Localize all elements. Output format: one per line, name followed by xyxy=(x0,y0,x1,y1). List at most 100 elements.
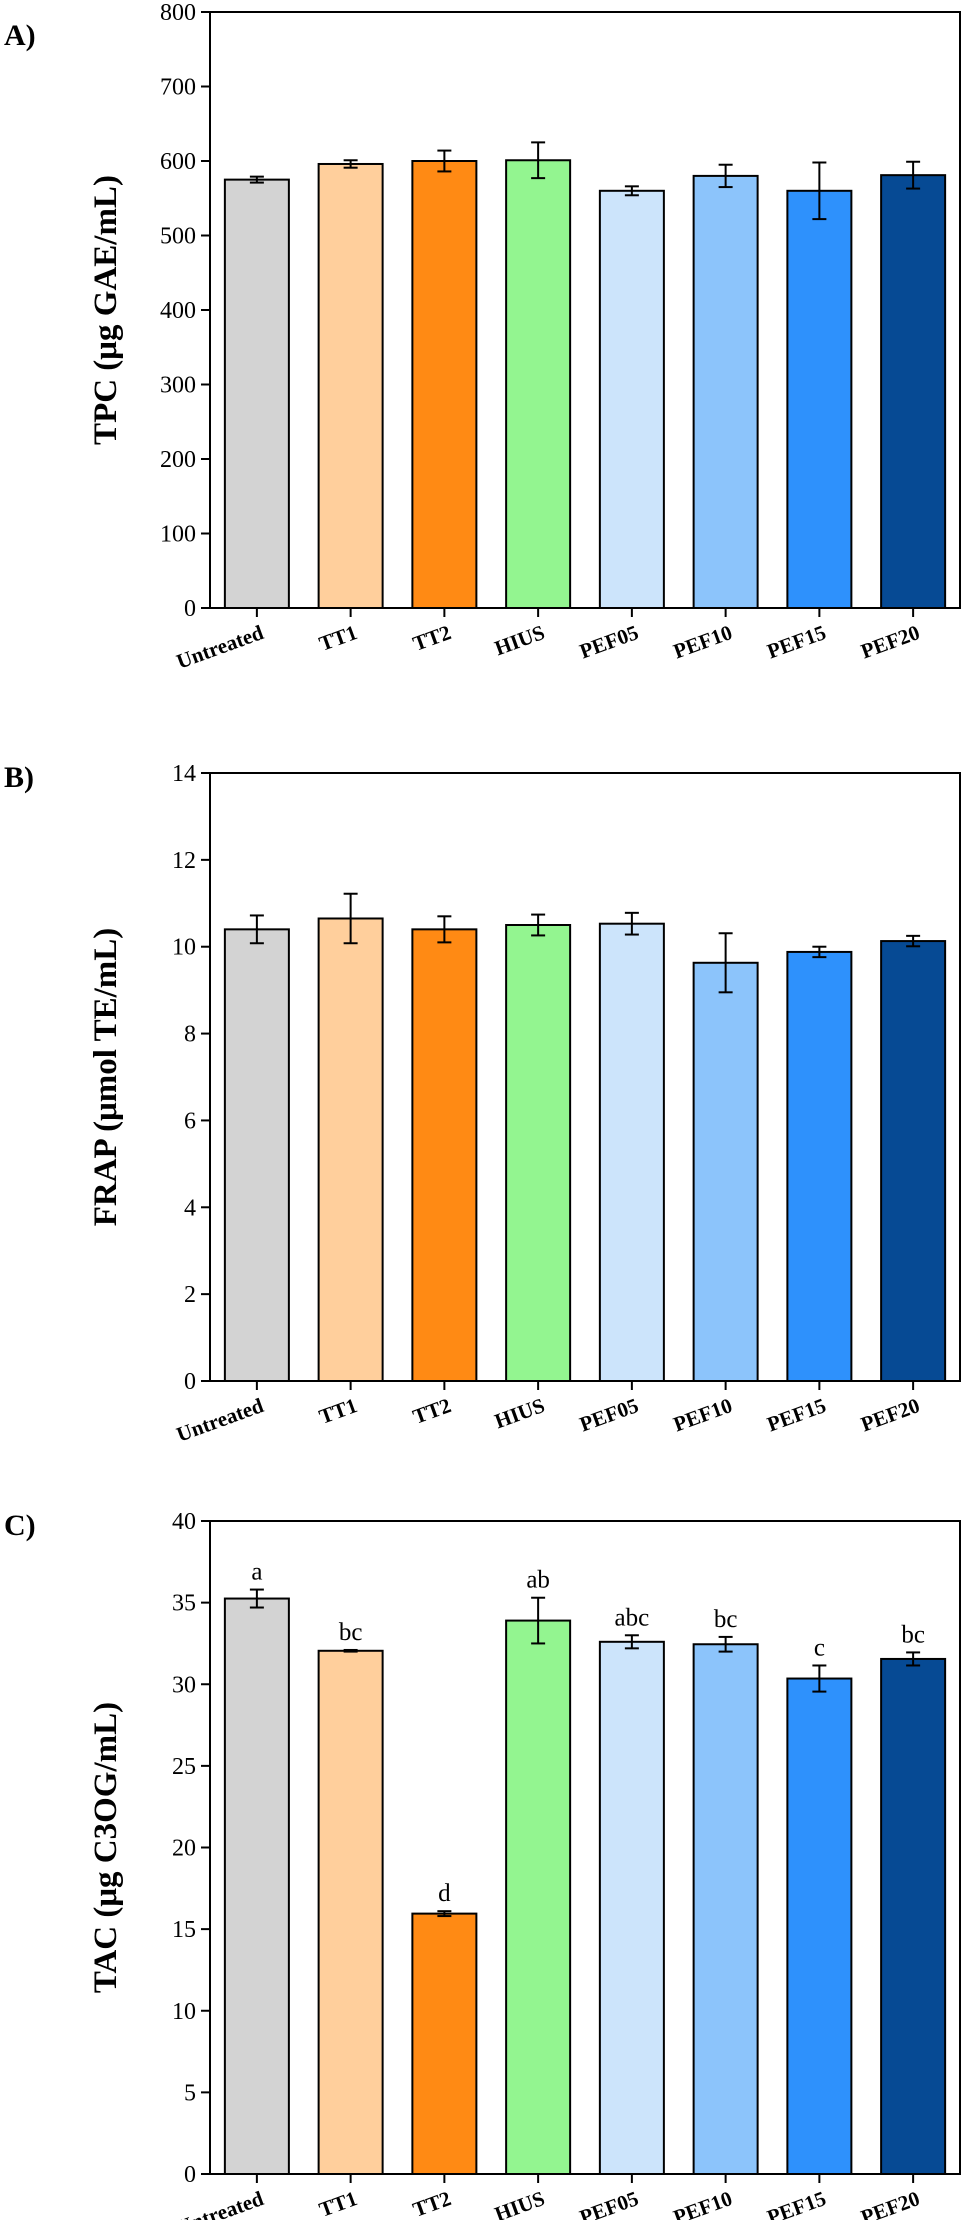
x-tick-label-tt2: TT2 xyxy=(410,1393,454,1429)
error-bar-pef10 xyxy=(718,932,733,994)
x-tick-label-tt1: TT1 xyxy=(316,2186,360,2220)
error-bar-tt2 xyxy=(437,1910,452,1918)
error-bar-pef05 xyxy=(624,1634,639,1650)
significance-label: d xyxy=(438,1880,451,1907)
y-axis-title: TAC (μg C3OG/mL) xyxy=(88,1702,124,1993)
y-tick-label: 15 xyxy=(172,1917,196,1943)
bar-pef15 xyxy=(786,189,853,610)
error-bar-tt2 xyxy=(437,915,452,944)
significance-label: c xyxy=(814,1634,825,1661)
significance-label: a xyxy=(251,1559,262,1586)
x-tick-label-untreated: Untreated xyxy=(173,1393,267,1447)
y-tick-label: 500 xyxy=(160,224,196,250)
significance-label: ab xyxy=(526,1567,550,1594)
bar-tt2 xyxy=(411,160,478,609)
bar-pef05 xyxy=(598,189,665,610)
panel-label: B) xyxy=(4,761,34,794)
x-tick-label-hius: HIUS xyxy=(491,2186,547,2220)
y-tick-label: 6 xyxy=(184,1108,196,1134)
error-bar-pef20 xyxy=(906,160,921,190)
error-bar-tt1 xyxy=(343,159,358,169)
bar-pef15 xyxy=(786,950,853,1382)
x-tick-label-tt1: TT1 xyxy=(316,1393,360,1429)
error-bar-pef10 xyxy=(718,163,733,189)
y-tick-label: 400 xyxy=(160,298,196,324)
bar-pef20 xyxy=(880,174,947,609)
error-bar-untreated xyxy=(249,914,264,945)
y-tick-label: 30 xyxy=(172,1672,196,1698)
y-tick-label: 0 xyxy=(184,2162,196,2188)
bar-pef15 xyxy=(786,1677,853,2175)
x-tick-label-hius: HIUS xyxy=(491,620,547,660)
bar-pef20 xyxy=(880,940,947,1382)
error-bar-tt2 xyxy=(437,149,452,173)
y-tick-label: 100 xyxy=(160,522,196,548)
error-bar-hius xyxy=(531,141,546,180)
bar-tt1 xyxy=(317,917,384,1382)
x-tick-label-pef10: PEF10 xyxy=(670,1393,735,1436)
chart-panel-3: C) TAC (μg C3OG/mL) 0 5 10 15 20 25 30 35 40 a Untre… xyxy=(4,1509,961,2220)
error-bar-tt1 xyxy=(343,892,358,945)
y-tick-label: 600 xyxy=(160,149,196,175)
bar-hius xyxy=(505,1619,572,2175)
y-tick-label: 700 xyxy=(160,75,196,101)
chart-panel-2: B) FRAP (μmol TE/mL) 0 2 4 6 8 10 12 14 Untreated T… xyxy=(4,761,961,1447)
y-tick-label: 35 xyxy=(172,1591,196,1617)
panel-label: C) xyxy=(4,1509,36,1542)
bar-untreated xyxy=(223,1597,290,2175)
x-tick-label-untreated: Untreated xyxy=(173,2186,267,2220)
x-tick-label-hius: HIUS xyxy=(491,1393,547,1433)
x-tick-label-tt1: TT1 xyxy=(316,620,360,656)
bar-untreated xyxy=(223,928,290,1382)
y-tick-label: 10 xyxy=(172,935,196,961)
error-bar-pef15 xyxy=(812,1664,827,1693)
bar-untreated xyxy=(223,178,290,609)
y-tick-label: 200 xyxy=(160,447,196,473)
y-tick-label: 300 xyxy=(160,373,196,399)
x-tick-label-pef15: PEF15 xyxy=(764,620,829,663)
x-tick-label-untreated: Untreated xyxy=(173,620,267,674)
x-tick-label-tt2: TT2 xyxy=(410,2186,454,2220)
y-tick-label: 5 xyxy=(184,2080,196,2106)
y-tick-label: 12 xyxy=(172,848,196,874)
y-axis-title: FRAP (μmol TE/mL) xyxy=(88,928,124,1227)
bar-pef10 xyxy=(692,961,759,1382)
significance-label: bc xyxy=(714,1606,738,1633)
x-tick-label-tt2: TT2 xyxy=(410,620,454,656)
x-tick-label-pef05: PEF05 xyxy=(576,1393,641,1436)
y-tick-label: 14 xyxy=(172,761,196,787)
error-bar-pef15 xyxy=(812,945,827,959)
bar-pef05 xyxy=(598,1640,665,2176)
y-tick-label: 4 xyxy=(184,1195,196,1221)
error-bar-hius xyxy=(531,1596,546,1645)
x-tick-label-pef20: PEF20 xyxy=(858,620,923,663)
error-bar-pef10 xyxy=(718,1635,733,1653)
y-tick-label: 10 xyxy=(172,1999,196,2025)
x-tick-label-pef15: PEF15 xyxy=(764,1393,829,1436)
y-tick-label: 40 xyxy=(172,1509,196,1535)
x-tick-label-pef10: PEF10 xyxy=(670,2186,735,2220)
y-tick-label: 0 xyxy=(184,1369,196,1395)
bar-pef20 xyxy=(880,1657,947,2176)
y-tick-label: 2 xyxy=(184,1282,196,1308)
x-tick-label-pef05: PEF05 xyxy=(576,620,641,663)
significance-label: bc xyxy=(339,1619,363,1646)
error-bar-untreated xyxy=(249,175,264,184)
bar-tt1 xyxy=(317,162,384,609)
y-tick-label: 20 xyxy=(172,1836,196,1862)
bar-pef10 xyxy=(692,174,759,609)
x-tick-label-pef20: PEF20 xyxy=(858,1393,923,1436)
error-bar-pef15 xyxy=(812,161,827,221)
significance-label: abc xyxy=(615,1604,650,1631)
x-tick-label-pef05: PEF05 xyxy=(576,2186,641,2220)
chart-panel-1: A) TPC (μg GAE/mL) 0 100 200 300 400 500 600 700 8… xyxy=(4,0,961,674)
bar-pef10 xyxy=(692,1643,759,2176)
panel-label: A) xyxy=(4,19,36,52)
bar-hius xyxy=(505,924,572,1382)
bar-tt2 xyxy=(411,928,478,1382)
error-bar-hius xyxy=(531,913,546,937)
plot-frame xyxy=(209,1520,961,2175)
bar-pef05 xyxy=(598,922,665,1382)
